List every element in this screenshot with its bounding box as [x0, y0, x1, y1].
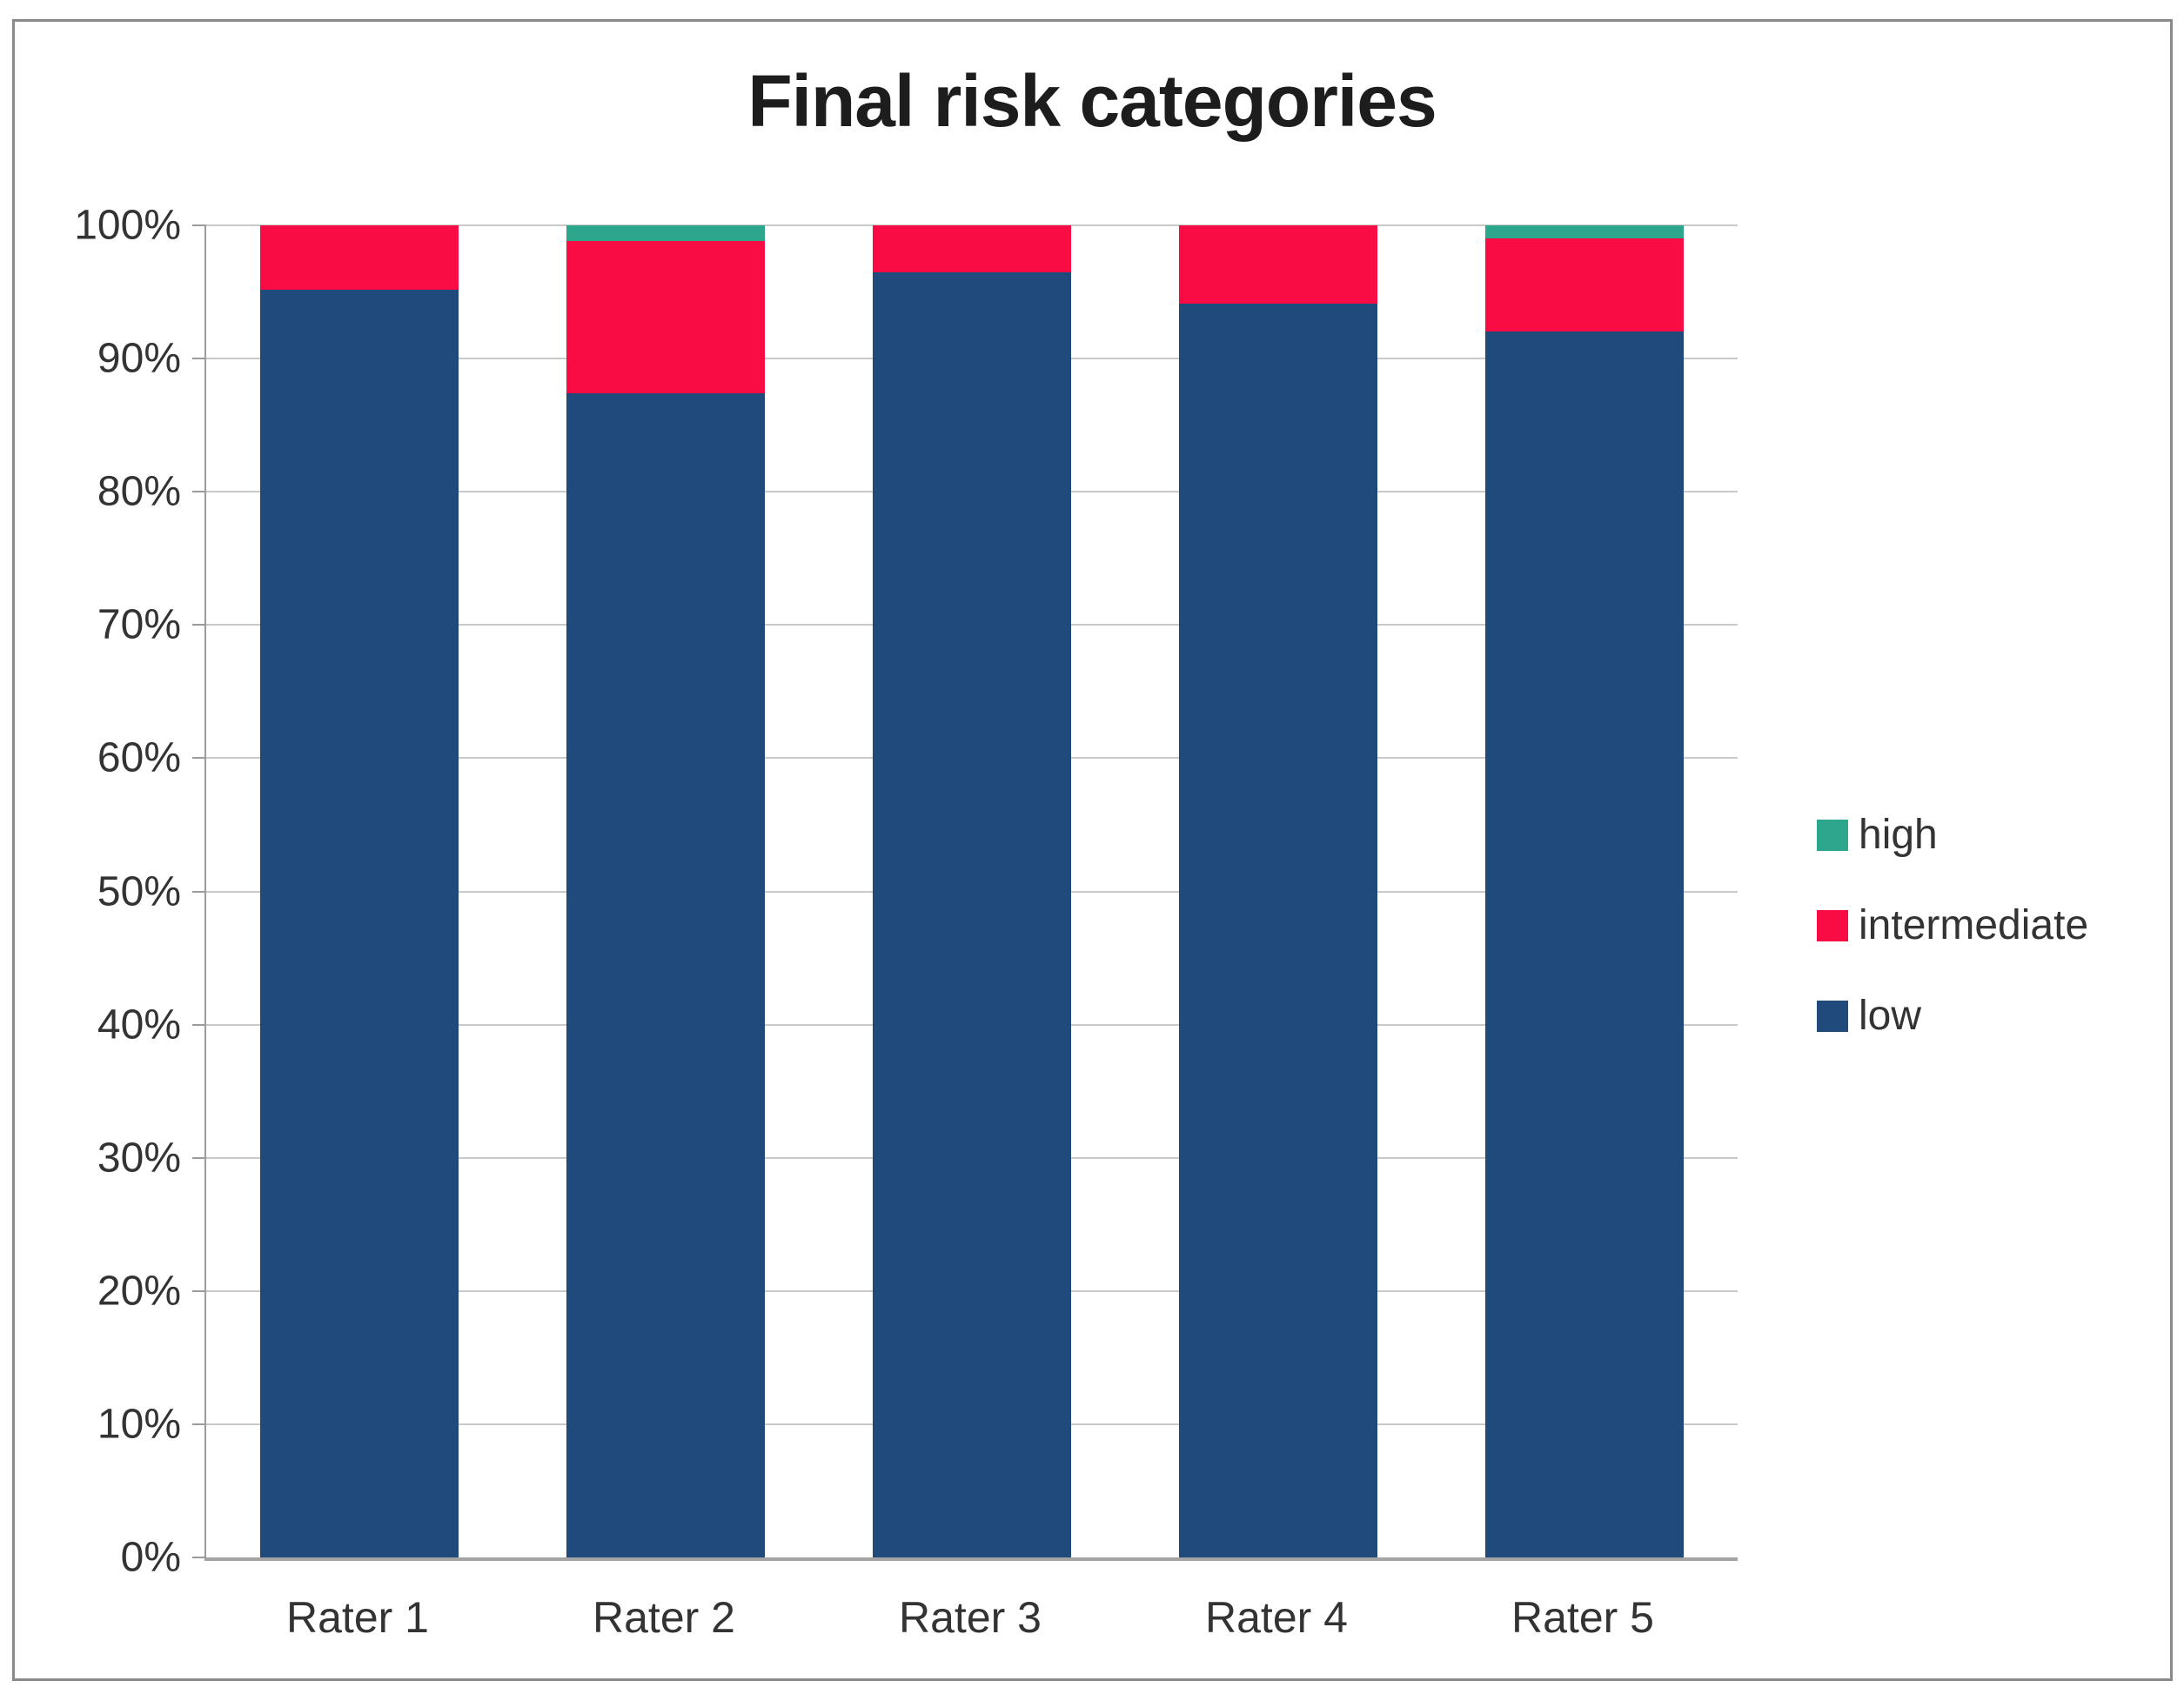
- bar-segment-low: [1179, 304, 1377, 1557]
- legend-item-low: low: [1817, 995, 2088, 1037]
- bar-slot-3: [819, 225, 1125, 1557]
- chart-title: Final risk categories: [747, 60, 1437, 142]
- y-tick-label: 70%: [97, 601, 181, 648]
- y-tick-label: 30%: [97, 1135, 181, 1182]
- legend-item-intermediate: intermediate: [1817, 905, 2088, 947]
- bar-segment-low: [873, 271, 1071, 1557]
- bar-segment-low: [1485, 331, 1684, 1557]
- y-tickmark-100%: [192, 224, 206, 226]
- bar-segment-intermediate: [260, 225, 459, 290]
- x-tick-label: Rater 4: [1205, 1593, 1348, 1642]
- y-tickmark-80%: [192, 491, 206, 493]
- y-tick-label: 100%: [74, 202, 181, 249]
- y-tickmark-10%: [192, 1423, 206, 1425]
- y-tickmark-0%: [192, 1557, 206, 1558]
- stacked-bar-4: [1179, 225, 1377, 1557]
- legend-label: low: [1859, 993, 1922, 1039]
- stacked-bar-1: [260, 225, 459, 1557]
- y-tick-label: 50%: [97, 868, 181, 914]
- y-tick-label: 40%: [97, 1001, 181, 1048]
- x-tick-label: Rater 5: [1511, 1593, 1654, 1642]
- bar-slot-4: [1125, 225, 1431, 1557]
- x-tick-label: Rater 2: [593, 1593, 735, 1642]
- y-tickmark-40%: [192, 1023, 206, 1026]
- bar-segment-high: [566, 225, 765, 242]
- bar-segment-intermediate: [566, 241, 765, 393]
- bar-segment-intermediate: [1485, 238, 1684, 332]
- y-tickmark-50%: [192, 890, 206, 893]
- x-tick-label: Rater 3: [899, 1593, 1042, 1642]
- y-tickmark-30%: [192, 1156, 206, 1159]
- x-axis-labels: Rater 1 Rater 2 Rater 3 Rater 4 Rater 5: [204, 1592, 1736, 1643]
- y-tick-label: 0%: [120, 1534, 181, 1581]
- bar-slot-1: [206, 225, 513, 1557]
- y-tick-label: 10%: [97, 1401, 181, 1448]
- y-tickmark-60%: [192, 757, 206, 760]
- legend: high intermediate low: [1817, 814, 2088, 1037]
- y-tickmark-70%: [192, 624, 206, 626]
- bar-segment-intermediate: [873, 225, 1071, 272]
- gridline-100%: [206, 224, 1738, 226]
- bar-segment-intermediate: [1179, 225, 1377, 305]
- y-axis-labels: 0% 10% 20% 30% 40% 50% 60% 70% 80% 90% 100%: [35, 203, 181, 1581]
- y-tickmark-90%: [192, 358, 206, 360]
- legend-swatch-high: [1817, 820, 1848, 851]
- bar-segment-high: [1485, 225, 1684, 239]
- bars-container: [206, 225, 1738, 1557]
- y-tick-label: 20%: [97, 1268, 181, 1315]
- y-tick-label: 80%: [97, 468, 181, 515]
- plot-area: [192, 224, 1738, 1561]
- bar-slot-5: [1431, 225, 1738, 1557]
- y-tick-label: 90%: [97, 335, 181, 382]
- legend-label: intermediate: [1859, 902, 2089, 948]
- legend-label: high: [1859, 812, 1938, 858]
- y-tick-label: 60%: [97, 734, 181, 781]
- legend-swatch-low: [1817, 1001, 1848, 1032]
- bar-segment-low: [566, 392, 765, 1557]
- x-tick-label: Rater 1: [286, 1593, 429, 1642]
- bar-segment-low: [260, 289, 459, 1557]
- bar-slot-2: [513, 225, 819, 1557]
- y-tickmark-20%: [192, 1289, 206, 1292]
- legend-item-high: high: [1817, 814, 2088, 856]
- stacked-bar-3: [873, 225, 1071, 1557]
- stacked-bar-2: [566, 225, 765, 1557]
- stacked-bar-5: [1485, 225, 1684, 1557]
- legend-swatch-intermediate: [1817, 910, 1848, 941]
